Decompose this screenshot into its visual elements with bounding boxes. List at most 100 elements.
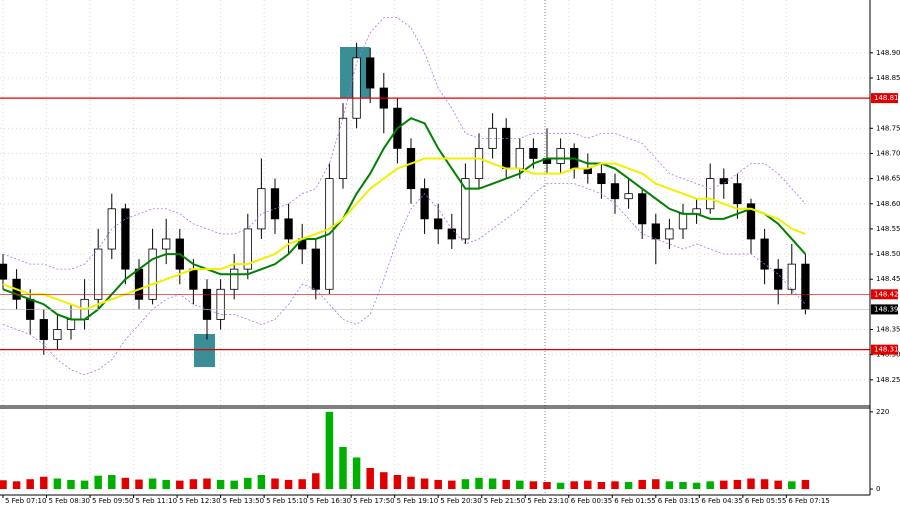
volume-bar	[162, 479, 170, 490]
candle-body	[447, 228, 456, 240]
indicator-line	[2, 183, 806, 376]
volume-bar	[774, 480, 782, 490]
candle-body	[202, 288, 212, 320]
volume-bar	[312, 473, 320, 490]
volume-bar	[176, 480, 184, 490]
volume-bar	[475, 477, 483, 490]
candle-body	[719, 178, 728, 185]
x-tick-label: 5 Feb 15:10	[266, 497, 307, 505]
volume-bar	[135, 479, 143, 490]
plot	[0, 17, 870, 490]
x-tick-label: 6 Feb 07:15	[788, 497, 829, 505]
volume-bar	[720, 480, 728, 490]
x-tick-label: 5 Feb 23:10	[527, 497, 568, 505]
candle-body	[610, 183, 620, 200]
candle-body	[434, 218, 443, 230]
volume-bar	[67, 479, 75, 490]
volume-bar	[665, 481, 674, 490]
candle-body	[529, 148, 538, 159]
candle-body	[216, 288, 225, 320]
candle-body	[474, 148, 484, 179]
x-tick-label: 6 Feb 03:15	[658, 497, 699, 505]
candle-body	[366, 57, 375, 89]
candle-body	[746, 203, 756, 240]
volume-bar	[407, 476, 415, 490]
volume-bar	[40, 476, 48, 490]
volume-bar	[543, 482, 551, 490]
level-label-box	[871, 289, 898, 300]
volume-bar	[692, 482, 701, 490]
volume-bar	[448, 480, 456, 490]
candle-body	[733, 183, 742, 205]
candle-body	[597, 173, 606, 185]
volume-bar	[53, 478, 62, 490]
candle-body	[515, 148, 524, 169]
volume-bar	[624, 482, 633, 490]
volume-bar	[584, 480, 592, 490]
volume-bar	[733, 479, 742, 490]
candle-body	[284, 218, 293, 240]
y-tick-label: 148.70	[876, 149, 900, 157]
x-tick-label: 5 Feb 09:50	[92, 497, 133, 505]
candle-body	[774, 268, 783, 290]
candle-body	[461, 178, 470, 240]
volume-bar	[203, 478, 211, 490]
level-label-box	[871, 93, 898, 104]
x-tick-label: 5 Feb 21:50	[484, 497, 525, 505]
highlight-box	[194, 334, 215, 367]
candle-body	[406, 148, 416, 190]
volume-bar	[271, 478, 279, 490]
y-tick-label: 148.45	[876, 275, 900, 283]
volume-bar	[298, 479, 306, 490]
volume-bar	[325, 411, 334, 490]
volume-bar	[570, 481, 578, 490]
volume-bar	[257, 475, 266, 490]
volume-bar	[760, 479, 769, 490]
y-tick-label: 148.90	[876, 49, 900, 57]
candle-body	[66, 319, 76, 330]
candle-body	[270, 188, 280, 220]
x-tick-label: 5 Feb 17:50	[353, 497, 394, 505]
candle-body	[39, 319, 48, 340]
level-label-box	[871, 344, 898, 355]
candle-body	[53, 329, 62, 340]
candle-body	[338, 117, 348, 179]
candle-body	[352, 57, 361, 119]
volume-bar	[108, 475, 116, 490]
candle-body	[121, 208, 130, 270]
volume-bar	[597, 482, 606, 490]
candle-body	[134, 268, 144, 300]
candle-body	[556, 148, 565, 164]
candle-body	[94, 248, 103, 300]
volume-bar	[148, 478, 157, 490]
axes: 5 Feb 07:10 5 Feb 08:30 5 Feb 09:50 5 Feb 1…	[2, 49, 900, 505]
y-tick-label: 148.50	[876, 250, 900, 258]
candle-body	[257, 188, 266, 230]
level-label: 148.31	[874, 346, 899, 354]
candle-body	[189, 268, 198, 290]
candle-body	[665, 228, 674, 240]
last-price-box	[871, 304, 898, 315]
x-tick-label: 5 Feb 20:30	[440, 497, 481, 505]
volume-tick-label: 0	[876, 485, 880, 493]
y-tick-label: 148.30	[876, 351, 900, 359]
volume-bar	[393, 475, 402, 490]
volume-bar	[339, 446, 347, 490]
candle-body	[230, 268, 239, 290]
candle-body	[801, 263, 810, 310]
volume-bar	[189, 479, 198, 490]
volume-bar	[434, 479, 442, 490]
candle-body	[488, 127, 497, 149]
volume-bar	[216, 479, 225, 490]
candle-body	[420, 188, 429, 220]
volume-bar	[801, 479, 810, 490]
indicator-line	[2, 157, 806, 311]
x-tick-label: 5 Feb 08:30	[49, 497, 90, 505]
candle-body	[638, 193, 647, 225]
x-tick-label: 5 Feb 13:50	[223, 497, 264, 505]
volume-bar	[706, 481, 714, 490]
candle-body	[760, 238, 769, 270]
candle-body	[624, 193, 633, 200]
volume-bar	[366, 467, 374, 490]
